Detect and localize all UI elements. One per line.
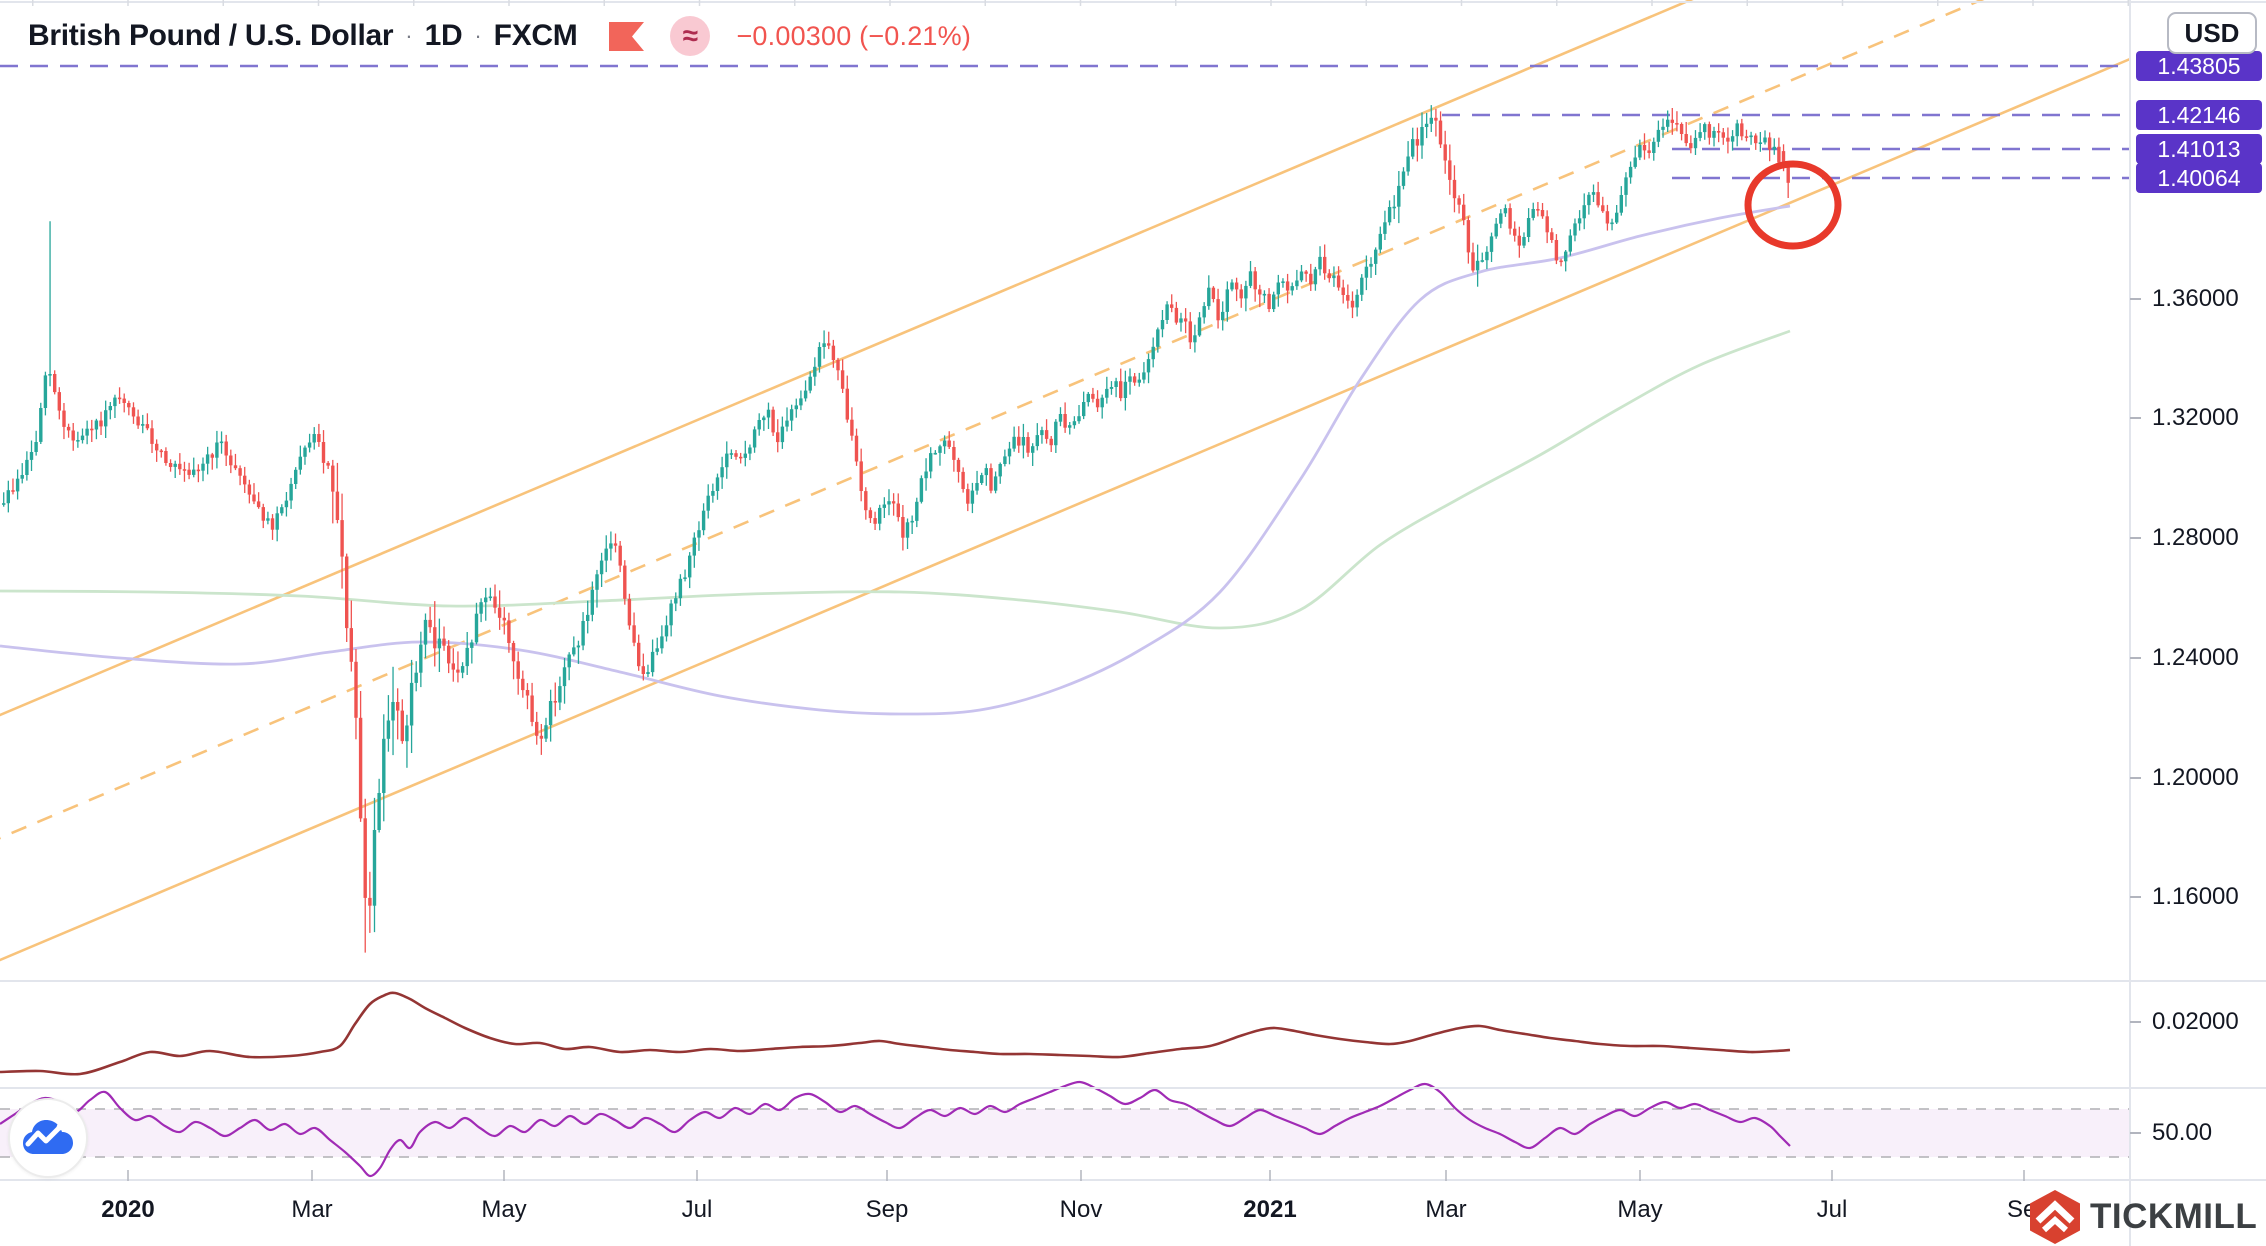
atr-value-label: 0.02000 — [2152, 1008, 2239, 1035]
time-tick-label: Mar — [291, 1196, 333, 1223]
price-tick-label: 1.20000 — [2152, 764, 2239, 791]
time-tick-label: Jul — [1816, 1196, 1848, 1223]
tickmill-hexagon-icon — [2030, 1190, 2080, 1244]
candlestick-series[interactable] — [2, 105, 1790, 953]
chart-platform-logo[interactable] — [8, 1098, 88, 1178]
ma-lavender-line[interactable] — [0, 204, 1791, 716]
time-tick-label: Jul — [681, 1196, 713, 1223]
level-price-label: 1.42146 — [2136, 100, 2262, 130]
tickmill-wordmark: TICKMILL — [2090, 1197, 2258, 1236]
level-price-label: 1.40064 — [2136, 163, 2262, 193]
time-tick-label: Nov — [1059, 1196, 1103, 1223]
price-change-text: −0.00300 (−0.21%) — [736, 20, 972, 51]
price-tick-label: 1.32000 — [2152, 404, 2239, 431]
alert-circle-annotation[interactable] — [1744, 160, 1842, 250]
ma-green-line[interactable] — [0, 329, 1791, 630]
currency-toggle-button[interactable]: USD — [2167, 12, 2257, 54]
price-tick-label: 1.36000 — [2152, 285, 2239, 312]
approx-mode-icon[interactable]: ≈ — [670, 16, 711, 56]
time-tick-label: Sep — [865, 1196, 909, 1223]
symbol-title[interactable]: British Pound / U.S. Dollar — [28, 19, 394, 52]
time-tick-label: 2021 — [1243, 1196, 1297, 1223]
cloud-chart-icon — [23, 1120, 73, 1154]
rsi-value-label: 50.00 — [2152, 1119, 2213, 1146]
rsi-line[interactable] — [0, 1080, 1791, 1178]
tickmill-watermark: TICKMILL — [2030, 1190, 2257, 1244]
support-resistance-levels[interactable] — [0, 64, 2130, 180]
rsi-band — [0, 1109, 2130, 1157]
chart-legend: British Pound / U.S. Dollar · 1D · FXCM … — [28, 14, 971, 58]
price-tick-label: 1.16000 — [2152, 883, 2239, 910]
exchange-label[interactable]: FXCM — [493, 19, 578, 52]
price-tick-label: 1.28000 — [2152, 524, 2239, 551]
price-tick-label: 1.24000 — [2152, 644, 2239, 671]
legend-separator-dot: · — [405, 23, 413, 48]
level-price-label: 1.41013 — [2136, 134, 2262, 164]
interval-label[interactable]: 1D — [424, 19, 463, 52]
flag-icon[interactable] — [609, 21, 645, 51]
legend-separator-dot: · — [474, 23, 482, 48]
atr-line[interactable] — [0, 991, 1791, 1076]
time-tick-label: May — [1617, 1196, 1663, 1223]
level-price-label: 1.43805 — [2136, 51, 2262, 81]
trend-channel[interactable] — [0, 0, 2130, 977]
time-tick-label: May — [481, 1196, 527, 1223]
time-tick-label: Mar — [1425, 1196, 1467, 1223]
time-tick-label: 2020 — [101, 1196, 155, 1223]
